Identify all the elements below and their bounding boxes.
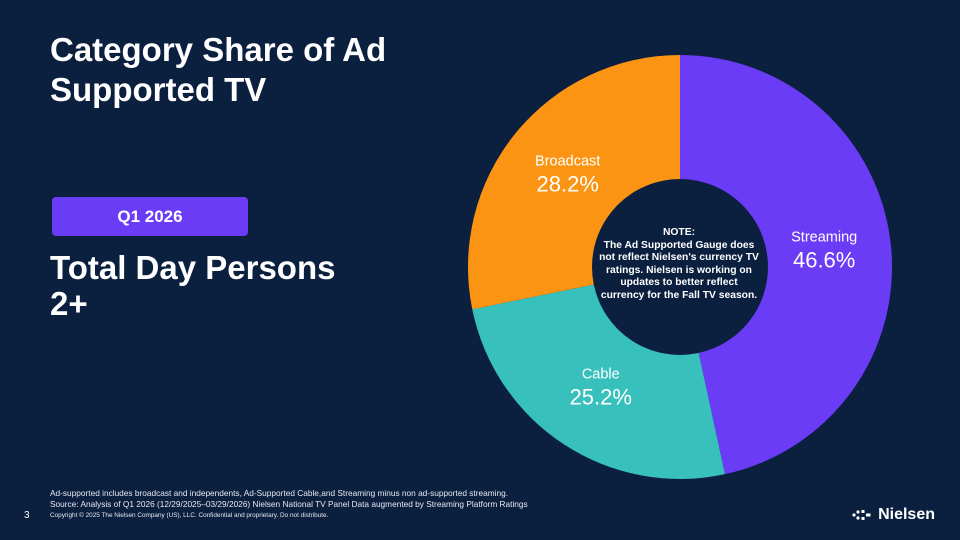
chart-note: NOTE: The Ad Supported Gauge does not re… <box>598 227 760 303</box>
slice-value-broadcast: 28.2% <box>537 171 599 196</box>
footnote-definition: Ad-supported includes broadcast and inde… <box>50 488 509 498</box>
slice-streaming <box>680 55 892 475</box>
note-text: The Ad Supported Gauge does not reflect … <box>599 239 759 301</box>
period-badge: Q1 2026 <box>52 197 248 236</box>
slice-label-streaming: Streaming <box>791 230 857 246</box>
nielsen-logo-mark-icon <box>852 510 871 520</box>
slide-title: Category Share of Ad Supported TV <box>50 31 387 108</box>
donut-hole <box>592 179 768 355</box>
slice-value-streaming: 46.6% <box>793 248 855 273</box>
note-heading: NOTE: <box>662 227 696 238</box>
copyright-notice: Copyright © 2025 The Nielsen Company (US… <box>50 512 329 519</box>
slice-label-cable: Cable <box>582 366 620 382</box>
page-number: 3 <box>24 510 30 521</box>
nielsen-logo: Nielsen <box>852 506 935 524</box>
logo-text: Nielsen <box>878 506 935 523</box>
slice-label-broadcast: Broadcast <box>535 153 600 169</box>
audience-subtitle: Total Day Persons 2+ <box>50 249 336 322</box>
slice-value-cable: 25.2% <box>570 384 632 409</box>
footnote: Ad-supported includes broadcast and inde… <box>50 488 528 509</box>
footnote-source: Source: Analysis of Q1 2026 (12/29/2025–… <box>50 498 528 509</box>
